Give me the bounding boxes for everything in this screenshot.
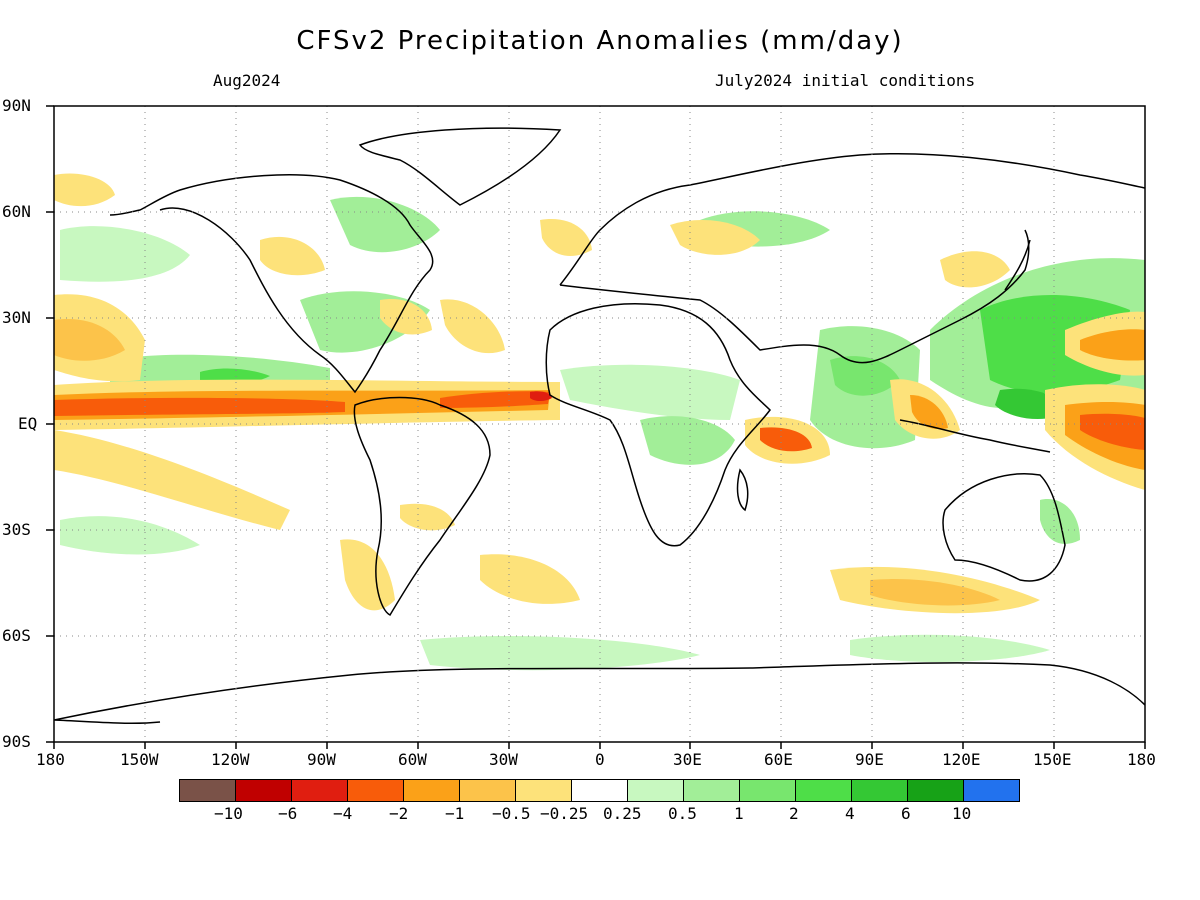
lat-label: 30S [2, 520, 31, 539]
lon-label: 150E [1033, 750, 1072, 769]
dry-anomaly-region [380, 299, 432, 335]
color-bar-box [292, 780, 348, 801]
dry-anomaly-region [1080, 413, 1145, 450]
color-bar-label: −2 [389, 804, 409, 823]
color-bar-box [740, 780, 796, 801]
indonesia-outline [899, 419, 1051, 453]
color-bar-label: 2 [789, 804, 799, 823]
dry-anomaly-region [54, 319, 125, 361]
dry-anomaly-region [1080, 329, 1145, 361]
color-bar-label: −4 [333, 804, 353, 823]
dry-anomaly-region [260, 236, 325, 276]
lon-label: 120W [211, 750, 250, 769]
wet-anomaly-region [830, 356, 900, 396]
lat-label: 90N [2, 96, 31, 115]
color-bar-box [796, 780, 852, 801]
wet-anomaly-region [330, 196, 440, 253]
dry-anomaly-region [440, 391, 550, 408]
map-title: CFSv2 Precipitation Anomalies (mm/day) [296, 26, 904, 56]
madagascar-outline [736, 468, 749, 512]
color-bar-box [852, 780, 908, 801]
dry-anomaly-region [760, 427, 812, 452]
africa-outline [545, 302, 771, 547]
wet-anomaly-region [420, 635, 700, 671]
coastlines [54, 127, 1145, 725]
forecast-month: Aug2024 [213, 71, 281, 90]
australia-outline [942, 473, 1066, 582]
wet-anomaly-region [60, 516, 200, 555]
lon-label: 60E [764, 750, 793, 769]
color-bar-box [236, 780, 292, 801]
dry-anomaly-region [940, 251, 1010, 288]
dry-anomaly-region [400, 503, 455, 531]
antarctica-outline [54, 662, 1145, 725]
lat-label: 30N [2, 308, 31, 327]
color-bar-box [964, 780, 1019, 801]
dry-anomaly-region [670, 220, 760, 255]
lon-label: 180 [36, 750, 65, 769]
lat-label: 60S [2, 626, 31, 645]
color-bar-box [684, 780, 740, 801]
lon-label: 120E [942, 750, 981, 769]
color-bar-box [348, 780, 404, 801]
lon-label: 60W [398, 750, 427, 769]
lat-label: EQ [18, 414, 38, 433]
dry-anomaly-region [54, 173, 115, 207]
south-america-outline [353, 396, 491, 616]
color-bar-box [908, 780, 964, 801]
dry-anomaly-region [54, 430, 290, 530]
color-bar-label: 10 [952, 804, 972, 823]
color-bar-label: 1 [734, 804, 744, 823]
wet-anomaly-region [980, 295, 1130, 394]
lon-label: 0 [595, 750, 605, 769]
color-bar-box [572, 780, 628, 801]
lon-label: 90W [307, 750, 336, 769]
lon-label: 30E [673, 750, 702, 769]
color-bar-box [180, 780, 236, 801]
axis-ticks [46, 105, 1146, 749]
japan-outline [1004, 239, 1031, 291]
dry-anomaly-region [340, 539, 395, 611]
color-bar-box [628, 780, 684, 801]
color-bar-label: 0.5 [668, 804, 697, 823]
dry-anomaly-region [530, 391, 552, 401]
lat-label: 90S [2, 732, 31, 751]
lon-label: 180 [1127, 750, 1156, 769]
color-bar-label: 4 [845, 804, 855, 823]
wet-anomaly-region [850, 634, 1050, 662]
color-bar-label: 6 [901, 804, 911, 823]
color-bar-label: −6 [278, 804, 298, 823]
dry-anomaly-region [440, 299, 505, 354]
anomaly-shading [54, 173, 1145, 671]
color-bar-box [460, 780, 516, 801]
color-bar-label: −0.5 [492, 804, 531, 823]
color-bar-box [404, 780, 460, 801]
color-bar [179, 779, 1020, 802]
wet-anomaly-region [560, 364, 740, 420]
color-bar-label: −1 [445, 804, 465, 823]
wet-anomaly-region [60, 226, 190, 282]
lon-label: 90E [855, 750, 884, 769]
dry-anomaly-region [540, 219, 592, 257]
dry-anomaly-region [54, 397, 345, 416]
lon-label: 30W [489, 750, 518, 769]
initial-conditions-label: July2024 initial conditions [715, 71, 976, 90]
color-bar-box [516, 780, 572, 801]
dry-anomaly-region [870, 579, 1000, 606]
color-bar-label: −10 [214, 804, 243, 823]
wet-anomaly-region [640, 416, 735, 465]
color-bar-label: 0.25 [603, 804, 642, 823]
lon-label: 150W [120, 750, 159, 769]
dry-anomaly-region [480, 554, 580, 604]
color-bar-label: −0.25 [540, 804, 589, 823]
north-america-outline [109, 174, 434, 394]
eurasia-outline [559, 152, 1145, 364]
dry-anomaly-region [910, 395, 948, 430]
gridlines [54, 106, 1145, 742]
lat-label: 60N [2, 202, 31, 221]
greenland-outline [358, 127, 562, 206]
